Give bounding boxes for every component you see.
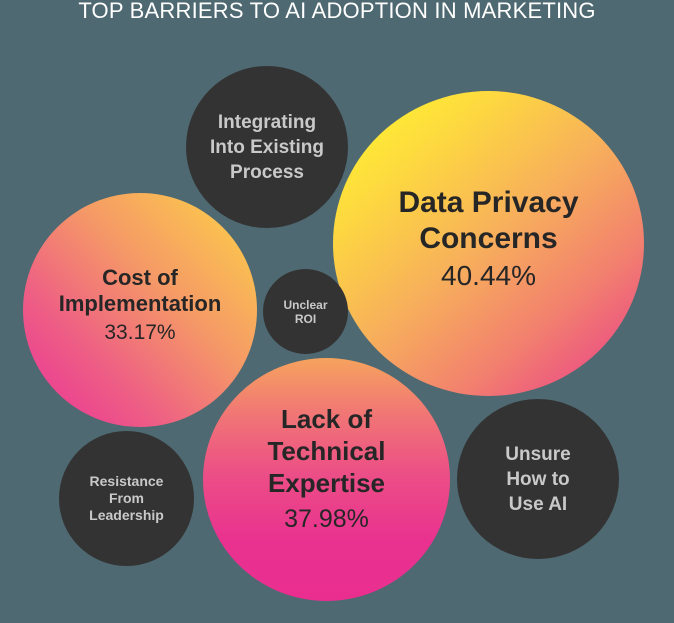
bubble-label-line: Process — [230, 161, 304, 183]
bubble-label-line: Leadership — [89, 507, 164, 523]
bubble-label-line: Into Existing — [210, 136, 324, 158]
bubble-value: 33.17% — [104, 321, 176, 344]
bubble-label-line: Cost of — [102, 265, 178, 290]
bubble-label-line: Implementation — [58, 291, 222, 316]
bubble-label-line: Technical — [267, 435, 386, 466]
bubble-label-line: ROI — [294, 311, 317, 326]
bubble-unsure-how-to-use-ai: Unsure How to Use AI — [457, 399, 619, 559]
bubble-label-line: Concerns — [419, 221, 558, 255]
bubble-integrating-into-existing-process: Integrating Into Existing Process — [186, 66, 348, 228]
bubble-unclear-roi: Unclear ROI — [263, 269, 348, 354]
bubble-label-line: Lack of — [280, 403, 373, 434]
bubble-label-line: How to — [506, 468, 570, 490]
bubble-label-line: Use AI — [508, 493, 568, 515]
bubble-label-line: Unclear — [283, 297, 328, 312]
bubble-label-line: Expertise — [267, 467, 386, 498]
bubble-label-line: From — [109, 490, 144, 506]
bubble-label-line: Resistance — [89, 473, 164, 489]
bubble-resistance-from-leadership: Resistance From Leadership — [59, 431, 194, 566]
chart-title: TOP BARRIERS TO AI ADOPTION IN MARKETING — [78, 0, 596, 23]
bubble-data-privacy-concerns: Data Privacy Concerns 40.44% — [333, 91, 644, 396]
bubble-label-line: Unsure — [505, 443, 571, 465]
bubble-value: 37.98% — [284, 504, 369, 533]
bubble-label-line: Data Privacy — [398, 185, 579, 219]
bubble-value: 40.44% — [441, 259, 536, 291]
bubble-label-line: Integrating — [217, 111, 317, 133]
bubble-cost-of-implementation: Cost of Implementation 33.17% — [23, 193, 257, 427]
bubble-lack-of-technical-expertise: Lack of Technical Expertise 37.98% — [203, 358, 450, 601]
